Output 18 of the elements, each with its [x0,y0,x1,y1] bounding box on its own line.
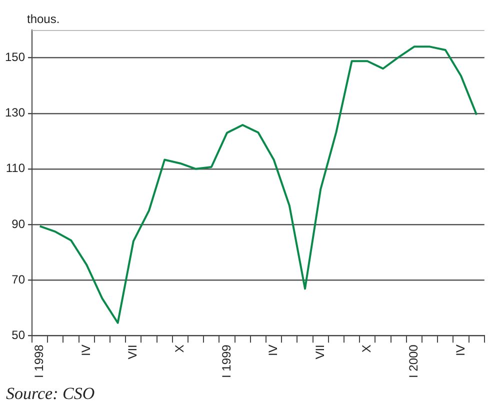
x-tick-label: IV [266,344,280,356]
x-tick-label: X [172,344,187,353]
x-tick-label: I 2000 [406,344,421,378]
source-note: Source: CSO [6,384,95,404]
y-tick-label: 130 [4,106,26,120]
x-tick-label: VII [126,344,140,360]
x-tick-label: IV [78,344,93,356]
x-tick-label: X [360,344,374,353]
y-tick-label: 50 [12,328,26,342]
x-tick-label: I 1998 [32,344,46,378]
x-tick-label: I 1999 [219,344,234,378]
y-axis-title: thous. [27,12,60,26]
x-tick-label: IV [453,344,468,356]
y-tick-label: 90 [12,216,26,231]
y-tick-label: 150 [4,50,26,64]
y-tick-label: 110 [6,161,26,176]
x-tick-label: VII [312,344,327,360]
y-tick-label: 70 [12,272,26,286]
